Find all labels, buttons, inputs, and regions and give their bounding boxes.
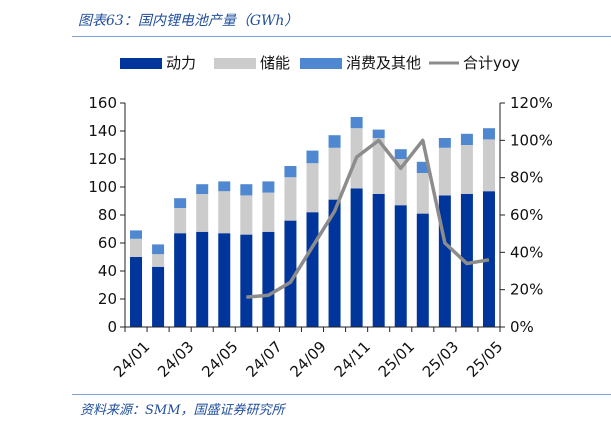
legend-label-3: 合计yoy (463, 54, 520, 72)
x-axis: 24/01 24/03 24/05 24/07 24/09 24/11 25/01 25/03… (110, 326, 506, 381)
y-tick-label-6: 120 (88, 150, 117, 168)
y2-tick-label-0: 0% (510, 318, 534, 336)
legend-swatch-0 (120, 58, 162, 69)
bar-24/11-series-0 (350, 188, 363, 327)
title-divider (72, 36, 611, 37)
y-axis-left: 0 20 40 60 80 100 120 140 160 (88, 94, 126, 336)
y-tick-label-0: 0 (107, 318, 117, 336)
legend-label-2: 消费及其他 (346, 54, 421, 72)
bar-24/12-series-1 (372, 138, 385, 194)
y-tick-label-2: 40 (98, 262, 117, 280)
y2-tick-label-2: 40% (510, 243, 543, 261)
bar-24/04-series-1 (196, 194, 209, 232)
bar-24/10-series-2 (328, 135, 341, 148)
bar-24/09-series-2 (306, 150, 319, 164)
bar-24/06-series-0 (240, 234, 253, 327)
y2-tick-label-4: 80% (510, 169, 543, 187)
bars (130, 117, 495, 327)
bar-25/03-series-2 (438, 138, 451, 148)
source-note: 资料来源：SMM，国盛证券研究所 (80, 403, 285, 418)
bar-24/05-series-1 (218, 191, 231, 234)
bar-24/06-series-2 (240, 184, 253, 196)
y2-tick-label-6: 120% (510, 94, 553, 112)
bar-24/12-series-2 (372, 129, 385, 138)
bar-24/08-series-1 (284, 177, 297, 221)
y-tick-label-7: 140 (88, 122, 117, 140)
y2-tick-label-3: 60% (510, 206, 543, 224)
bar-24/08-series-0 (284, 220, 297, 327)
x-tick-label-2: 24/05 (198, 338, 241, 381)
bar-25/05-series-2 (482, 128, 495, 140)
x-tick-label-5: 24/11 (331, 338, 374, 381)
bar-24/10-series-0 (328, 199, 341, 327)
y2-tick-label-1: 20% (510, 281, 543, 299)
bar-25/01-series-0 (394, 205, 407, 327)
bar-25/04-series-0 (460, 194, 473, 327)
bar-25/05-series-0 (482, 191, 495, 327)
bar-24/07-series-1 (262, 192, 275, 232)
bar-25/02-series-0 (416, 213, 429, 327)
bar-25/05-series-1 (482, 139, 495, 192)
bar-24/02-series-1 (152, 254, 165, 267)
bar-24/03-series-2 (174, 198, 187, 208)
x-tick-label-3: 24/07 (242, 338, 285, 381)
x-tick-label-1: 24/03 (154, 338, 197, 381)
bar-24/01-series-0 (130, 257, 143, 327)
bar-24/10-series-1 (328, 147, 341, 200)
chart-title: 图表63：国内锂电池产量（GWh） (78, 13, 299, 29)
x-tick-label-7: 25/03 (419, 338, 462, 381)
x-tick-label-8: 25/05 (463, 338, 506, 381)
bar-24/09-series-1 (306, 163, 319, 213)
y-tick-label-8: 160 (88, 94, 117, 112)
y-axis-right: 0% 20% 40% 60% 80% 100% 120% (499, 94, 553, 336)
legend: 动力 储能 消费及其他 合计yoy (120, 54, 520, 72)
y-tick-label-5: 100 (88, 178, 117, 196)
yoy-polyline (246, 138, 490, 299)
bar-24/01-series-2 (130, 230, 143, 239)
legend-label-0: 动力 (166, 54, 196, 72)
y-tick-label-1: 20 (98, 290, 117, 308)
bar-24/09-series-0 (306, 212, 319, 327)
bar-24/03-series-1 (174, 208, 187, 234)
bar-24/12-series-0 (372, 194, 385, 327)
footer-divider (72, 394, 611, 395)
bar-24/08-series-2 (284, 166, 297, 178)
legend-label-1: 储能 (260, 54, 290, 72)
y-tick-label-4: 80 (98, 206, 117, 224)
bar-24/11-series-2 (350, 117, 363, 129)
x-tick-label-4: 24/09 (287, 338, 330, 381)
bar-25/04-series-2 (460, 133, 473, 145)
bar-24/05-series-0 (218, 233, 231, 327)
bar-24/07-series-2 (262, 181, 275, 193)
bar-25/03-series-1 (438, 147, 451, 196)
bar-24/02-series-2 (152, 244, 165, 255)
x-tick-label-0: 24/01 (110, 338, 153, 381)
legend-swatch-2 (300, 58, 342, 69)
bar-24/02-series-0 (152, 266, 165, 327)
bar-24/01-series-1 (130, 238, 143, 257)
bar-25/04-series-1 (460, 145, 473, 194)
y2-tick-label-5: 100% (510, 131, 553, 149)
bar-24/07-series-0 (262, 231, 275, 327)
legend-swatch-1 (214, 58, 256, 69)
bar-25/01-series-1 (394, 159, 407, 206)
bar-25/02-series-2 (416, 161, 429, 173)
bar-24/03-series-0 (174, 233, 187, 327)
x-tick-label-6: 25/01 (375, 338, 418, 381)
yoy-line (246, 138, 490, 299)
bar-24/05-series-2 (218, 181, 231, 192)
bar-25/01-series-2 (394, 149, 407, 159)
bar-24/04-series-0 (196, 231, 209, 327)
bar-25/02-series-1 (416, 173, 429, 214)
y-tick-label-3: 60 (98, 234, 117, 252)
bar-24/06-series-1 (240, 195, 253, 235)
bar-24/04-series-2 (196, 184, 209, 194)
